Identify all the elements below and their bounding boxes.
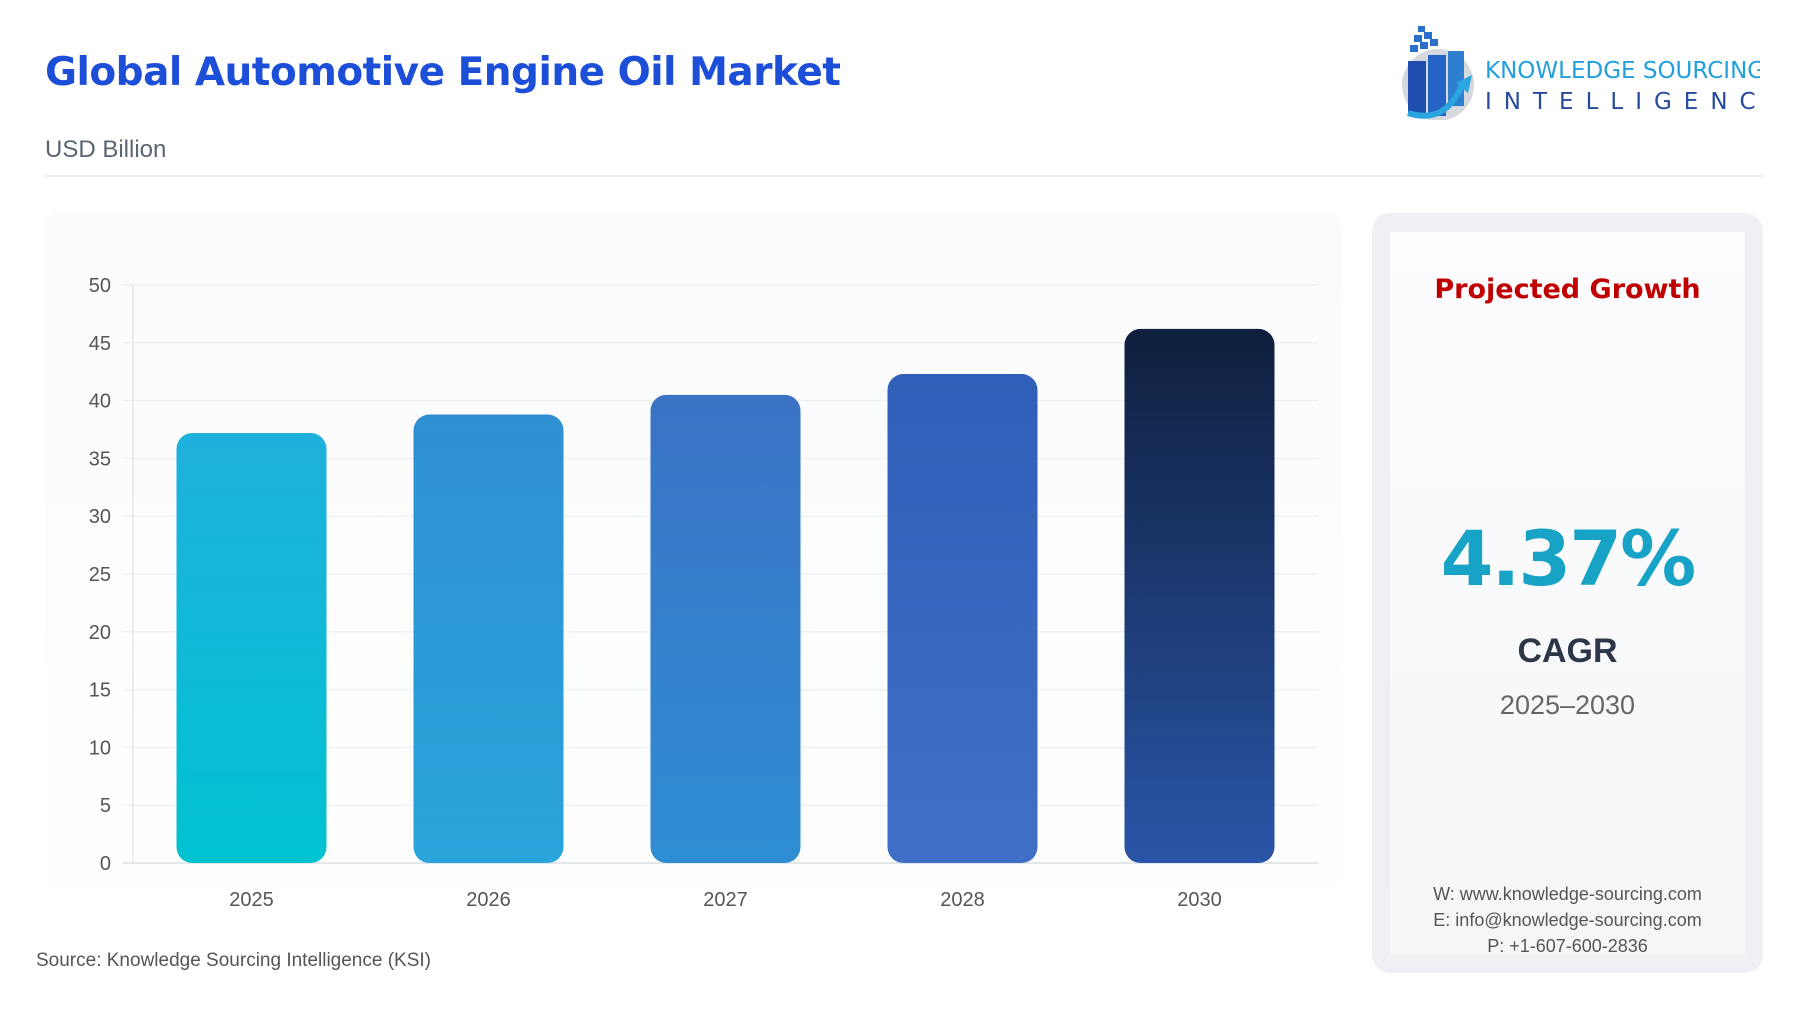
- svg-text:INTELLIGENCE: INTELLIGENCE: [1485, 89, 1760, 115]
- website-link[interactable]: W: www.knowledge-sourcing.com: [1433, 884, 1702, 904]
- growth-panel: Projected Growth 4.37% CAGR 2025–2030 W:…: [1372, 213, 1763, 973]
- logo-icon: KNOWLEDGE SOURCING INTELLIGENCE: [1402, 26, 1782, 121]
- y-tick-label: 40: [89, 391, 111, 413]
- y-tick-label: 20: [89, 622, 111, 644]
- phone-number: P: +1-607-600-2836: [1487, 936, 1648, 956]
- bar-2026: [413, 414, 564, 863]
- bar-2025: [176, 432, 327, 863]
- x-tick-label: 2026: [466, 889, 511, 911]
- y-tick-label: 10: [89, 737, 111, 759]
- email-link[interactable]: E: info@knowledge-sourcing.com: [1433, 910, 1702, 930]
- bar-2028: [887, 374, 1038, 863]
- y-tick-label: 15: [89, 680, 111, 702]
- y-tick-label: 50: [89, 275, 111, 297]
- cagr-value: 4.37%: [1440, 514, 1697, 603]
- source-note: Source: Knowledge Sourcing Intelligence …: [36, 950, 432, 971]
- y-tick-label: 35: [89, 448, 111, 470]
- unit-label: USD Billion: [45, 136, 167, 163]
- chart-card: 0 5 10 15 20 25 30 35 40 45 50 2025 2026 2027 2028 2030: [45, 213, 1342, 953]
- y-tick-label: 30: [89, 506, 111, 528]
- x-tick-label: 2027: [703, 889, 748, 911]
- svg-text:KNOWLEDGE SOURCING: KNOWLEDGE SOURCING: [1485, 58, 1760, 84]
- y-tick-label: 25: [89, 564, 111, 586]
- x-tick-label: 2028: [940, 889, 985, 911]
- cagr-label: CAGR: [1517, 632, 1618, 670]
- y-tick-label: 5: [100, 795, 111, 817]
- bar-2027: [650, 394, 801, 863]
- cagr-period: 2025–2030: [1499, 690, 1636, 720]
- x-tick-label: 2025: [229, 889, 274, 911]
- ksi-logo: KNOWLEDGE SOURCING INTELLIGENCE: [1400, 25, 1782, 125]
- growth-card: Projected Growth 4.37% CAGR 2025–2030 W:…: [1390, 232, 1745, 956]
- y-tick-label: 45: [89, 333, 111, 355]
- chart-title: Global Automotive Engine Oil Market: [45, 50, 841, 95]
- divider: [45, 175, 1763, 177]
- x-tick-label: 2030: [1177, 889, 1222, 911]
- projected-growth-heading: Projected Growth: [1434, 274, 1701, 305]
- bar-2030: [1124, 328, 1275, 864]
- y-tick-label: 0: [100, 853, 111, 875]
